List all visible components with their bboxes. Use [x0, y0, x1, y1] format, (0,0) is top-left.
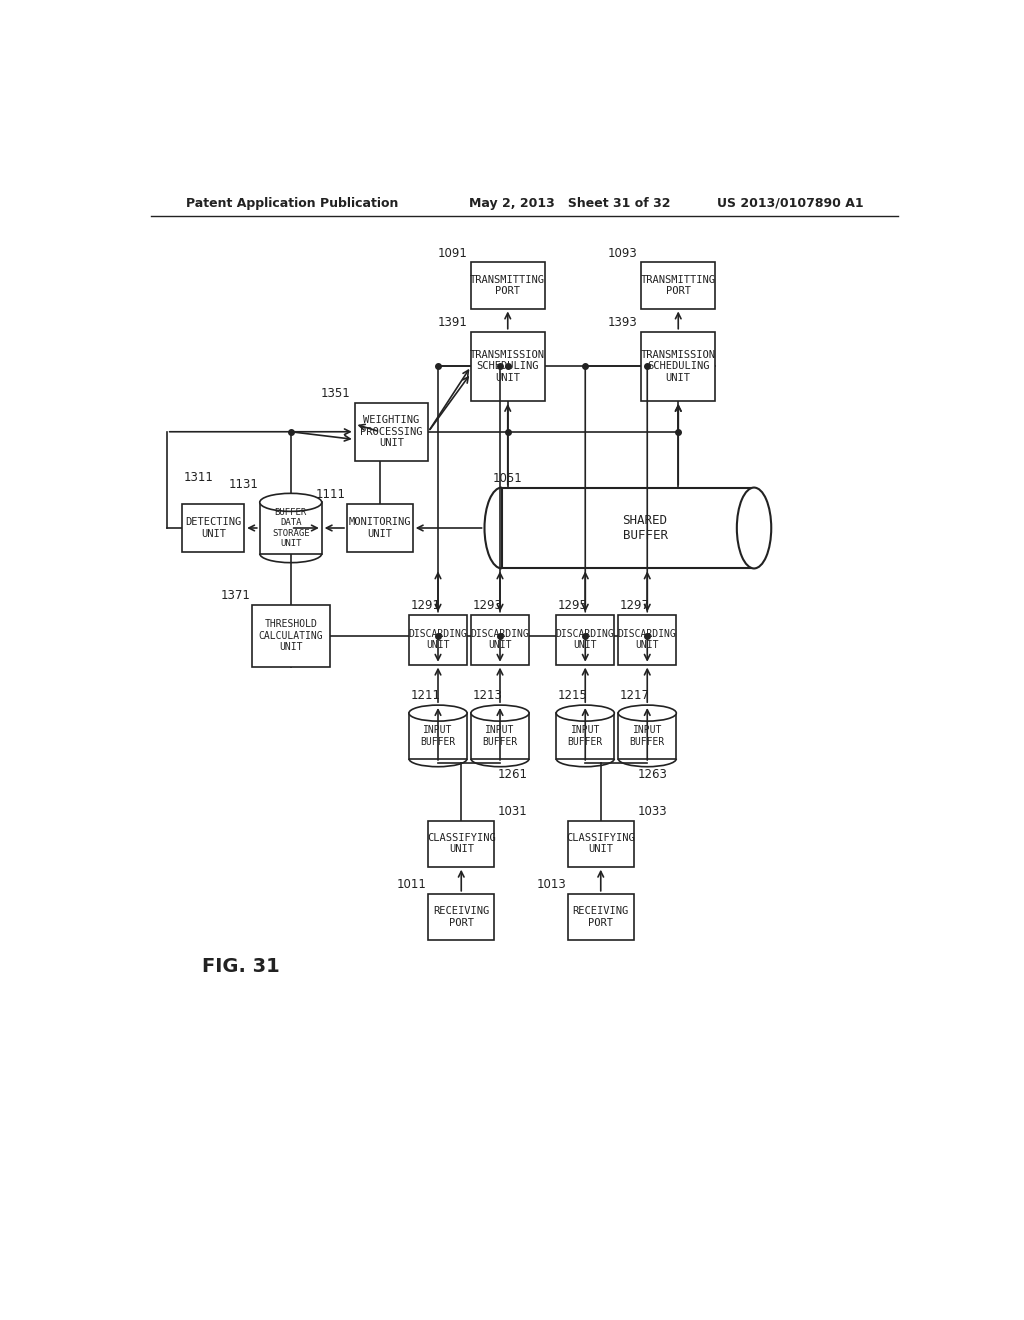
- Text: BUFFER
DATA
STORAGE
UNIT: BUFFER DATA STORAGE UNIT: [272, 508, 309, 548]
- Text: INPUT
BUFFER: INPUT BUFFER: [630, 725, 665, 747]
- Bar: [409, 713, 467, 759]
- Text: TRANSMISSION
SCHEDULING
UNIT: TRANSMISSION SCHEDULING UNIT: [641, 350, 716, 383]
- Text: 1215: 1215: [558, 689, 588, 702]
- Text: 1293: 1293: [472, 599, 503, 612]
- Text: 1261: 1261: [498, 768, 528, 781]
- Text: 1371: 1371: [220, 589, 251, 602]
- Text: 1051: 1051: [493, 471, 522, 484]
- Text: SHARED
BUFFER: SHARED BUFFER: [623, 513, 668, 543]
- Text: INPUT
BUFFER: INPUT BUFFER: [567, 725, 603, 747]
- Bar: [618, 713, 676, 759]
- Text: 1217: 1217: [620, 689, 650, 702]
- Text: CLASSIFYING
UNIT: CLASSIFYING UNIT: [427, 833, 496, 854]
- Text: 1011: 1011: [397, 878, 427, 891]
- Bar: [502, 487, 754, 569]
- Text: 1393: 1393: [608, 315, 638, 329]
- Text: 1131: 1131: [228, 478, 258, 491]
- Bar: [568, 821, 634, 867]
- Text: 1111: 1111: [315, 488, 345, 502]
- Ellipse shape: [737, 487, 771, 569]
- Text: 1297: 1297: [620, 599, 650, 612]
- Bar: [471, 615, 529, 665]
- Text: INPUT
BUFFER: INPUT BUFFER: [421, 725, 456, 747]
- Bar: [641, 263, 715, 309]
- Text: US 2013/0107890 A1: US 2013/0107890 A1: [717, 197, 863, 210]
- Bar: [556, 615, 614, 665]
- Text: TRANSMITTING
PORT: TRANSMITTING PORT: [470, 275, 545, 296]
- Text: TRANSMITTING
PORT: TRANSMITTING PORT: [641, 275, 716, 296]
- Ellipse shape: [556, 705, 614, 721]
- Text: THRESHOLD
CALCULATING
UNIT: THRESHOLD CALCULATING UNIT: [258, 619, 323, 652]
- Bar: [471, 263, 545, 309]
- Text: 1031: 1031: [498, 805, 527, 818]
- Ellipse shape: [260, 494, 322, 511]
- Bar: [471, 713, 529, 759]
- Bar: [568, 894, 634, 940]
- Text: 1093: 1093: [608, 247, 638, 260]
- Bar: [182, 504, 245, 552]
- Text: 1213: 1213: [472, 689, 503, 702]
- Text: DISCARDING
UNIT: DISCARDING UNIT: [471, 628, 529, 651]
- Text: DETECTING
UNIT: DETECTING UNIT: [185, 517, 242, 539]
- Ellipse shape: [618, 705, 676, 721]
- Bar: [428, 821, 495, 867]
- Text: RECEIVING
PORT: RECEIVING PORT: [433, 906, 489, 928]
- Text: 1211: 1211: [411, 689, 440, 702]
- Text: WEIGHTING
PROCESSING
UNIT: WEIGHTING PROCESSING UNIT: [360, 416, 423, 449]
- Text: FIG. 31: FIG. 31: [202, 957, 280, 977]
- Ellipse shape: [409, 705, 467, 721]
- Text: 1311: 1311: [183, 471, 214, 483]
- Text: MONITORING
UNIT: MONITORING UNIT: [348, 517, 411, 539]
- Text: May 2, 2013   Sheet 31 of 32: May 2, 2013 Sheet 31 of 32: [469, 197, 671, 210]
- Ellipse shape: [471, 705, 529, 721]
- Text: DISCARDING
UNIT: DISCARDING UNIT: [409, 628, 467, 651]
- Text: 1091: 1091: [437, 247, 467, 260]
- Bar: [252, 605, 330, 667]
- Bar: [556, 713, 614, 759]
- Bar: [347, 504, 413, 552]
- Bar: [260, 503, 322, 553]
- Text: 1295: 1295: [558, 599, 588, 612]
- Bar: [471, 331, 545, 401]
- Text: RECEIVING
PORT: RECEIVING PORT: [572, 906, 629, 928]
- Text: 1391: 1391: [437, 315, 467, 329]
- Text: 1013: 1013: [537, 878, 566, 891]
- Bar: [354, 403, 428, 461]
- Text: DISCARDING
UNIT: DISCARDING UNIT: [617, 628, 677, 651]
- Text: 1351: 1351: [322, 387, 351, 400]
- Text: 1033: 1033: [638, 805, 668, 818]
- Text: Patent Application Publication: Patent Application Publication: [186, 197, 398, 210]
- Bar: [641, 331, 715, 401]
- Text: 1291: 1291: [411, 599, 440, 612]
- Text: 1263: 1263: [638, 768, 668, 781]
- Bar: [618, 615, 676, 665]
- Bar: [409, 615, 467, 665]
- Text: TRANSMISSION
SCHEDULING
UNIT: TRANSMISSION SCHEDULING UNIT: [470, 350, 545, 383]
- Text: CLASSIFYING
UNIT: CLASSIFYING UNIT: [566, 833, 635, 854]
- Text: DISCARDING
UNIT: DISCARDING UNIT: [556, 628, 614, 651]
- Bar: [428, 894, 495, 940]
- Text: INPUT
BUFFER: INPUT BUFFER: [482, 725, 517, 747]
